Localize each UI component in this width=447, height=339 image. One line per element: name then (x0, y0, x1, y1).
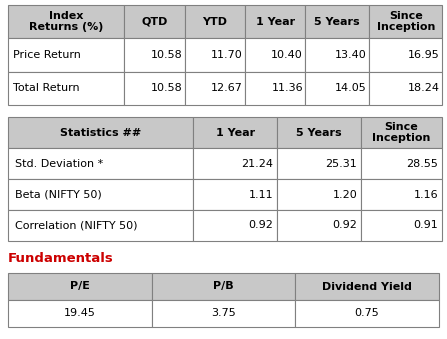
Bar (185, 38, 245, 72)
Bar (245, 72, 305, 105)
Text: 10.58: 10.58 (151, 50, 182, 60)
Bar (8, 38, 124, 72)
Text: YTD: YTD (202, 17, 228, 27)
Bar (8, 300, 152, 327)
Bar (277, 179, 361, 210)
Text: 1 Year: 1 Year (215, 127, 255, 138)
Bar (194, 210, 277, 241)
Text: 10.58: 10.58 (151, 83, 182, 93)
Bar (305, 38, 369, 72)
Text: 18.24: 18.24 (408, 83, 439, 93)
Bar (305, 5, 369, 38)
Text: 14.05: 14.05 (335, 83, 367, 93)
Text: Index
Returns (%): Index Returns (%) (29, 11, 103, 33)
Text: 13.40: 13.40 (335, 50, 367, 60)
Text: 0.92: 0.92 (332, 220, 357, 231)
Bar (194, 179, 277, 210)
Bar (245, 38, 305, 72)
Text: QTD: QTD (141, 17, 168, 27)
Bar (194, 148, 277, 179)
Bar (185, 72, 245, 105)
Text: 0.91: 0.91 (413, 220, 439, 231)
Text: Fundamentals: Fundamentals (8, 253, 114, 265)
Text: 3.75: 3.75 (211, 308, 236, 319)
Text: Since
Inception: Since Inception (377, 11, 435, 33)
Text: 0.75: 0.75 (354, 308, 380, 319)
Text: Beta (NIFTY 50): Beta (NIFTY 50) (15, 190, 102, 199)
Text: P/E: P/E (70, 281, 90, 292)
Text: 5 Years: 5 Years (315, 17, 360, 27)
Text: Correlation (NIFTY 50): Correlation (NIFTY 50) (15, 220, 138, 231)
Text: Dividend Yield: Dividend Yield (322, 281, 412, 292)
Bar (8, 148, 194, 179)
Text: Statistics ##: Statistics ## (60, 127, 141, 138)
Bar (8, 210, 194, 241)
Text: 1.16: 1.16 (414, 190, 439, 199)
Text: Price Return: Price Return (13, 50, 80, 60)
Bar (295, 300, 439, 327)
Bar (124, 5, 185, 38)
Text: 19.45: 19.45 (64, 308, 96, 319)
Text: 5 Years: 5 Years (296, 127, 342, 138)
Text: 0.92: 0.92 (249, 220, 274, 231)
Text: 1.20: 1.20 (333, 190, 357, 199)
Bar (152, 273, 295, 300)
Bar (8, 273, 152, 300)
Bar (361, 148, 442, 179)
Text: P/B: P/B (213, 281, 234, 292)
Bar (277, 148, 361, 179)
Bar (305, 72, 369, 105)
Bar (124, 72, 185, 105)
Bar (361, 210, 442, 241)
Bar (8, 117, 194, 148)
Text: 11.70: 11.70 (211, 50, 243, 60)
Text: 16.95: 16.95 (408, 50, 439, 60)
Text: 1.11: 1.11 (249, 190, 274, 199)
Bar (124, 38, 185, 72)
Bar (8, 5, 124, 38)
Bar (277, 210, 361, 241)
Text: 1 Year: 1 Year (256, 17, 295, 27)
Bar (152, 300, 295, 327)
Bar (369, 72, 443, 105)
Bar (295, 273, 439, 300)
Text: Since
Inception: Since Inception (372, 122, 430, 143)
Text: 12.67: 12.67 (211, 83, 243, 93)
Bar (277, 117, 361, 148)
Bar (8, 179, 194, 210)
Text: Std. Deviation *: Std. Deviation * (15, 159, 104, 168)
Bar (361, 179, 442, 210)
Text: 11.36: 11.36 (271, 83, 303, 93)
Bar (361, 117, 442, 148)
Bar (369, 38, 443, 72)
Bar (185, 5, 245, 38)
Text: 21.24: 21.24 (241, 159, 274, 168)
Bar (8, 72, 124, 105)
Text: 28.55: 28.55 (406, 159, 439, 168)
Bar (369, 5, 443, 38)
Text: 10.40: 10.40 (271, 50, 303, 60)
Bar (245, 5, 305, 38)
Text: Total Return: Total Return (13, 83, 79, 93)
Bar (194, 117, 277, 148)
Text: 25.31: 25.31 (325, 159, 357, 168)
